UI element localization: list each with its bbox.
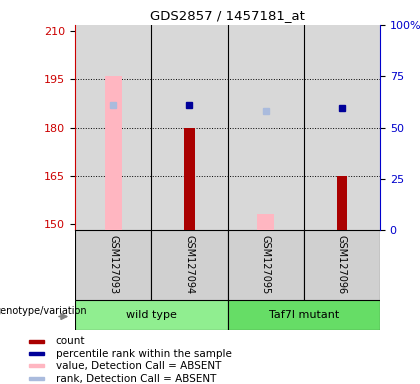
Text: GSM127093: GSM127093 [108, 235, 118, 295]
Bar [29, 377, 44, 380]
Bar [336, 175, 347, 230]
Bar [151, 230, 228, 300]
Text: GSM127094: GSM127094 [184, 235, 194, 295]
Title: GDS2857 / 1457181_at: GDS2857 / 1457181_at [150, 10, 305, 22]
Bar [75, 25, 151, 230]
Text: GSM127096: GSM127096 [337, 235, 347, 295]
Text: genotype/variation: genotype/variation [0, 306, 87, 316]
Text: value, Detection Call = ABSENT: value, Detection Call = ABSENT [56, 361, 221, 371]
Bar [228, 300, 380, 330]
Bar [29, 353, 44, 355]
Bar [304, 25, 380, 230]
Text: count: count [56, 336, 85, 346]
Text: rank, Detection Call = ABSENT: rank, Detection Call = ABSENT [56, 374, 216, 384]
Bar [29, 340, 44, 343]
Bar [75, 300, 228, 330]
Bar [228, 25, 304, 230]
Bar [105, 76, 121, 230]
Bar [75, 230, 151, 300]
Text: percentile rank within the sample: percentile rank within the sample [56, 349, 232, 359]
Bar [151, 25, 228, 230]
Bar [184, 127, 195, 230]
Text: wild type: wild type [126, 310, 177, 320]
Bar [304, 230, 380, 300]
Bar [29, 364, 44, 367]
Text: Taf7l mutant: Taf7l mutant [269, 310, 339, 320]
Text: GSM127095: GSM127095 [261, 235, 270, 295]
Bar [228, 230, 304, 300]
Bar [257, 214, 274, 230]
